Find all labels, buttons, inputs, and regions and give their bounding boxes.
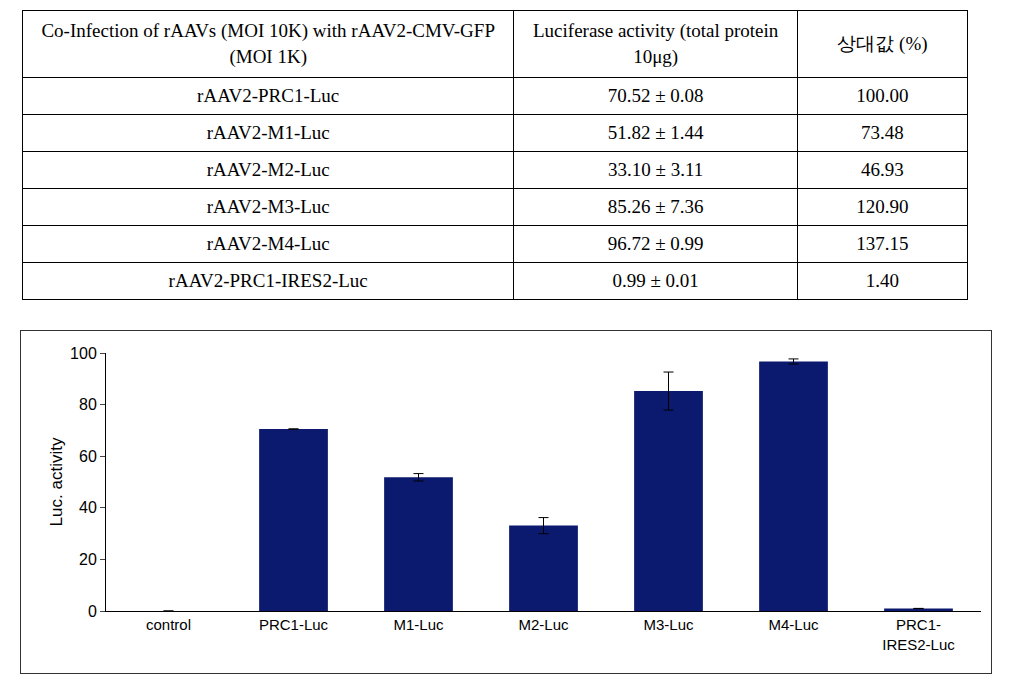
svg-text:M2-Luc: M2-Luc <box>518 616 569 633</box>
html-text:51.82 ± 1.44: 51.82 ± 1.44 <box>607 122 704 144</box>
html-text:Co-Infection of rAAVs (MOI 10K: Co-Infection of rAAVs (MOI 10K) with rAA… <box>41 20 495 67</box>
html-text:96.72 ± 0.99: 96.72 ± 0.99 <box>607 233 704 255</box>
html-text:73.48: 73.48 <box>861 122 904 144</box>
html-text:1.40: 1.40 <box>865 270 900 292</box>
html-text:46.93: 46.93 <box>861 159 904 181</box>
svg-text:M3-Luc: M3-Luc <box>643 616 694 633</box>
html-text:Luciferase activity (total pro: Luciferase activity (total protein 10μg) <box>533 20 779 67</box>
svg-text:M4-Luc: M4-Luc <box>768 616 819 633</box>
html-text:100.00: 100.00 <box>856 85 909 107</box>
html-text:rAAV2-M4-Luc: rAAV2-M4-Luc <box>206 233 330 255</box>
svg-text:PRC1-Luc: PRC1-Luc <box>259 616 329 633</box>
html-text:120.90: 120.90 <box>856 196 909 218</box>
svg-text:40: 40 <box>79 499 97 516</box>
html-text:상대값 (%): 상대값 (%) <box>837 33 928 55</box>
html-text:rAAV2-M2-Luc: rAAV2-M2-Luc <box>206 159 330 181</box>
html-text:rAAV2-M1-Luc: rAAV2-M1-Luc <box>206 122 330 144</box>
html-text:rAAV2-PRC1-IRES2-Luc: rAAV2-PRC1-IRES2-Luc <box>168 270 368 292</box>
html-text:85.26 ± 7.36: 85.26 ± 7.36 <box>607 196 704 218</box>
svg-text:60: 60 <box>79 448 97 465</box>
svg-text:Luc. activity: Luc. activity <box>47 437 66 526</box>
html-text:rAAV2-PRC1-Luc: rAAV2-PRC1-Luc <box>197 85 340 107</box>
svg-text:100: 100 <box>70 345 97 362</box>
html-text:0.99 ± 0.01: 0.99 ± 0.01 <box>612 270 699 292</box>
svg-text:PRC1-IRES2-Luc: PRC1-IRES2-Luc <box>882 616 955 653</box>
svg-text:20: 20 <box>79 551 97 568</box>
html-text:70.52 ± 0.08: 70.52 ± 0.08 <box>607 85 704 107</box>
svg-text:0: 0 <box>88 603 97 620</box>
html-text:33.10 ± 3.11: 33.10 ± 3.11 <box>608 159 704 181</box>
svg-text:control: control <box>146 616 191 633</box>
html-text:137.15: 137.15 <box>856 233 909 255</box>
svg-text:80: 80 <box>79 396 97 413</box>
html-text:rAAV2-M3-Luc: rAAV2-M3-Luc <box>206 196 330 218</box>
svg-text:M1-Luc: M1-Luc <box>393 616 444 633</box>
